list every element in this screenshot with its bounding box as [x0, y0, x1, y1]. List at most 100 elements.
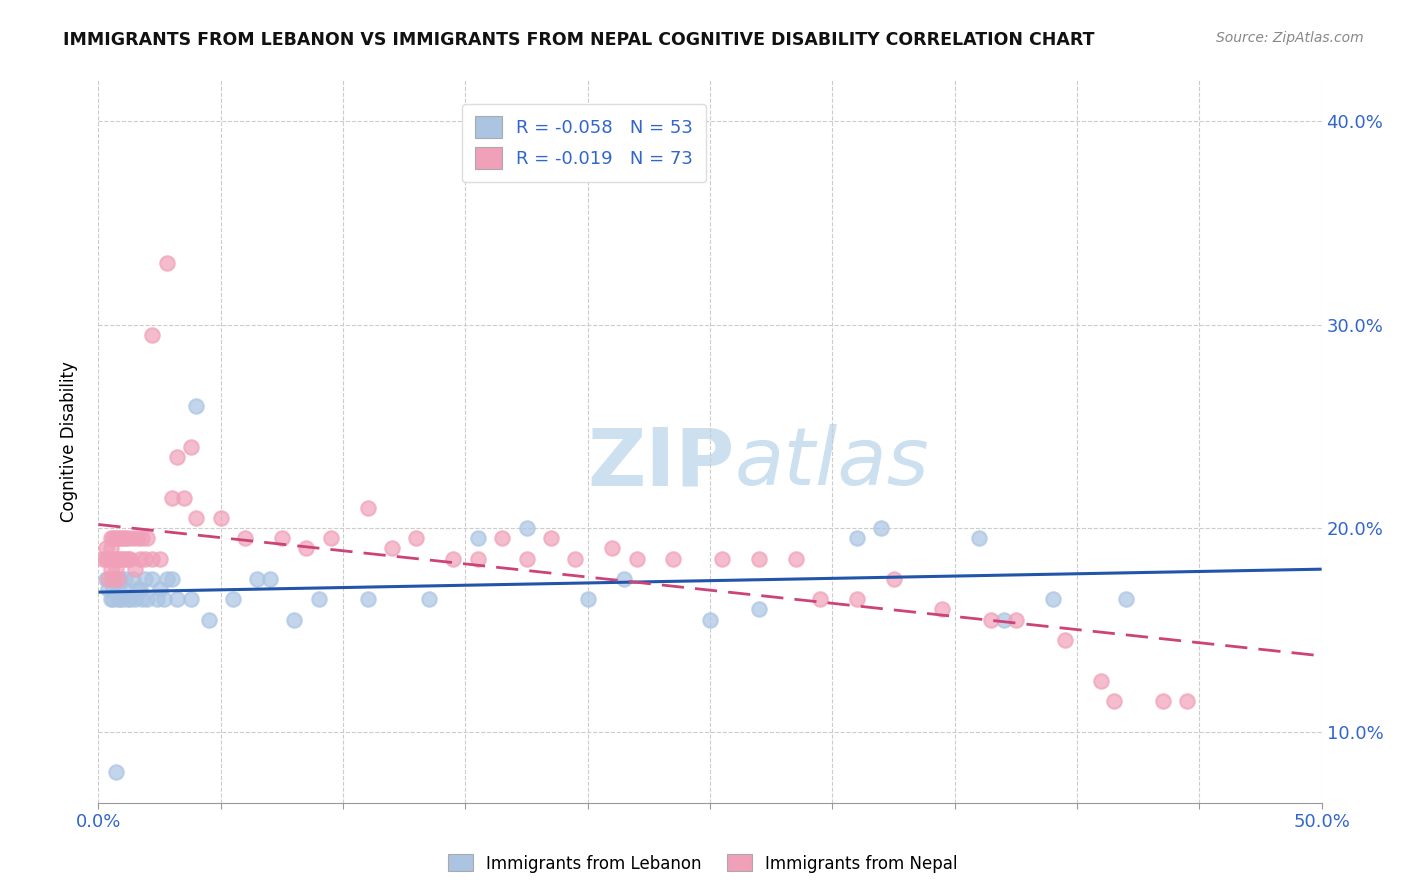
Point	[110, 592, 132, 607]
Point	[100, 592, 122, 607]
Point	[101, 531, 124, 545]
Point	[785, 551, 807, 566]
Point	[491, 531, 513, 545]
Point	[980, 613, 1002, 627]
Point	[111, 582, 134, 596]
Text: atlas: atlas	[734, 425, 929, 502]
Point	[197, 613, 219, 627]
Point	[100, 562, 122, 576]
Y-axis label: Cognitive Disability: Cognitive Disability	[59, 361, 77, 522]
Point	[94, 572, 117, 586]
Point	[111, 531, 134, 545]
Point	[110, 551, 132, 566]
Text: Source: ZipAtlas.com: Source: ZipAtlas.com	[1216, 31, 1364, 45]
Point	[160, 572, 183, 586]
Point	[120, 592, 142, 607]
Point	[166, 592, 188, 607]
Point	[166, 450, 188, 464]
Point	[104, 531, 127, 545]
Point	[100, 531, 122, 545]
Point	[127, 582, 149, 596]
Point	[1004, 613, 1026, 627]
Point	[180, 592, 202, 607]
Point	[356, 500, 378, 515]
Point	[626, 551, 648, 566]
Point	[156, 256, 179, 270]
Point	[114, 572, 136, 586]
Point	[270, 531, 294, 545]
Point	[246, 572, 269, 586]
Text: IMMIGRANTS FROM LEBANON VS IMMIGRANTS FROM NEPAL COGNITIVE DISABILITY CORRELATIO: IMMIGRANTS FROM LEBANON VS IMMIGRANTS FR…	[63, 31, 1095, 49]
Point	[101, 592, 124, 607]
Point	[222, 592, 245, 607]
Point	[540, 531, 562, 545]
Point	[141, 551, 163, 566]
Point	[117, 551, 139, 566]
Point	[141, 572, 163, 586]
Point	[967, 531, 990, 545]
Point	[136, 592, 159, 607]
Point	[1115, 592, 1137, 607]
Point	[845, 592, 868, 607]
Point	[405, 531, 427, 545]
Point	[110, 531, 132, 545]
Point	[104, 551, 127, 566]
Point	[748, 602, 770, 616]
Point	[129, 551, 152, 566]
Point	[124, 562, 146, 576]
Point	[156, 572, 179, 586]
Point	[111, 551, 134, 566]
Point	[1175, 694, 1198, 708]
Point	[259, 572, 281, 586]
Point	[209, 511, 232, 525]
Point	[114, 551, 136, 566]
Point	[845, 531, 868, 545]
Point	[467, 551, 489, 566]
Point	[993, 613, 1015, 627]
Point	[117, 531, 139, 545]
Point	[107, 572, 129, 586]
Point	[662, 551, 685, 566]
Point	[564, 551, 586, 566]
Point	[107, 592, 129, 607]
Point	[233, 531, 256, 545]
Point	[515, 551, 537, 566]
Point	[883, 572, 905, 586]
Point	[319, 531, 342, 545]
Point	[186, 399, 208, 413]
Point	[141, 327, 163, 342]
Point	[149, 582, 172, 596]
Point	[131, 531, 153, 545]
Point	[111, 592, 134, 607]
Point	[1102, 694, 1125, 708]
Point	[91, 551, 114, 566]
Point	[1042, 592, 1064, 607]
Point	[711, 551, 734, 566]
Point	[308, 592, 330, 607]
Point	[97, 572, 120, 586]
Point	[104, 572, 127, 586]
Point	[104, 765, 127, 780]
Point	[467, 531, 489, 545]
Point	[117, 592, 139, 607]
Point	[134, 551, 156, 566]
Point	[136, 531, 159, 545]
Point	[173, 491, 195, 505]
Point	[101, 582, 124, 596]
Point	[121, 572, 143, 586]
Point	[97, 582, 120, 596]
Point	[931, 602, 953, 616]
Point	[600, 541, 623, 556]
Point	[613, 572, 636, 586]
Point	[149, 551, 172, 566]
Point	[870, 521, 893, 535]
Point	[107, 531, 129, 545]
Point	[186, 511, 208, 525]
Point	[381, 541, 404, 556]
Point	[295, 541, 318, 556]
Point	[110, 572, 132, 586]
Point	[121, 531, 143, 545]
Point	[356, 592, 378, 607]
Legend: R = -0.058   N = 53, R = -0.019   N = 73: R = -0.058 N = 53, R = -0.019 N = 73	[463, 103, 706, 182]
Point	[160, 491, 183, 505]
